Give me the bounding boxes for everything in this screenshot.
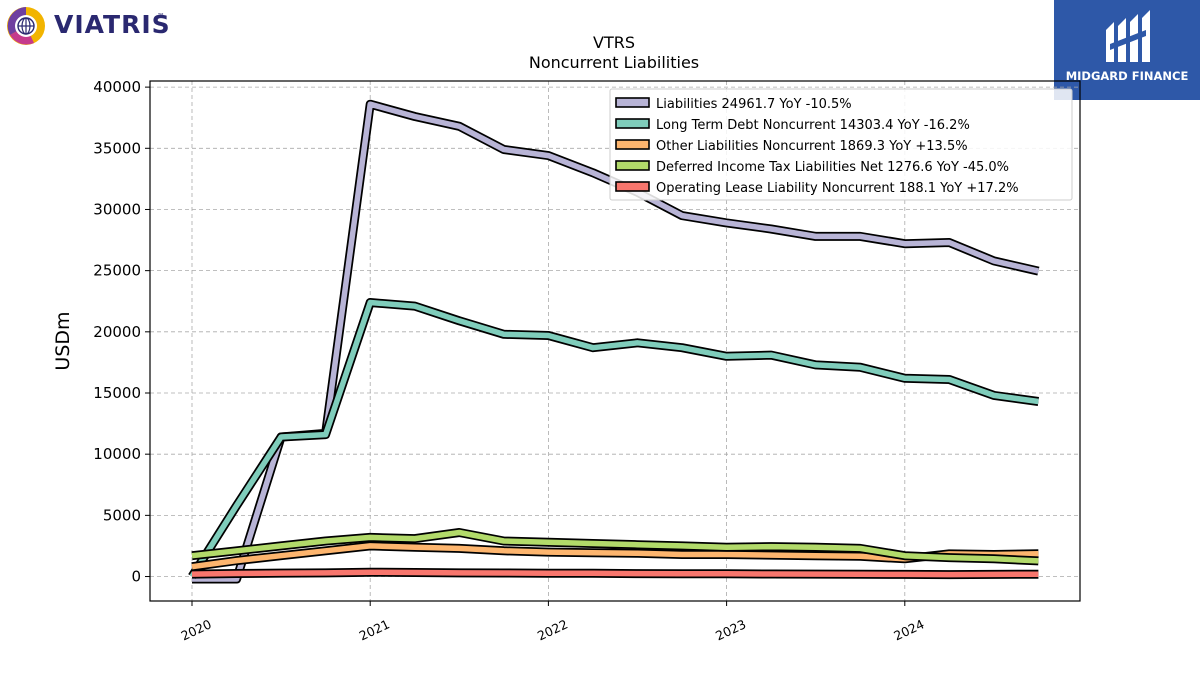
y-tick-label: 25000 bbox=[93, 262, 141, 280]
x-tick-label: 2023 bbox=[713, 616, 748, 643]
series-deferred_tax-line bbox=[191, 529, 1039, 564]
viatris-globe-icon bbox=[7, 7, 45, 45]
series-long_term_debt-line bbox=[189, 299, 1039, 578]
y-tick-label: 30000 bbox=[93, 200, 141, 218]
x-tick-label: 2020 bbox=[179, 616, 214, 643]
legend-swatch-long_term_debt bbox=[615, 118, 650, 129]
viatris-trademark: ™ bbox=[157, 12, 165, 21]
y-axis: 0 5000 10000 15000 20000 25000 30000 35000 40000 bbox=[93, 78, 150, 586]
legend-swatch-liabilities bbox=[615, 97, 650, 108]
midgard-finance-logo: MIDGARD FINANCE bbox=[1054, 0, 1200, 100]
legend-box bbox=[609, 88, 1073, 201]
midgard-monogram-icon bbox=[1106, 10, 1150, 62]
legend-swatch-deferred_tax bbox=[615, 160, 650, 171]
chart-title: VTRS bbox=[593, 33, 635, 52]
y-tick-label: 5000 bbox=[103, 506, 141, 524]
legend-swatch-operating_lease bbox=[615, 181, 650, 192]
legend-label-long_term_debt: Long Term Debt Noncurrent 14303.4 YoY -1… bbox=[656, 118, 970, 133]
series-operating_lease-line bbox=[191, 569, 1039, 578]
x-tick-label: 2022 bbox=[535, 616, 570, 643]
legend: Liabilities 24961.7 YoY -10.5% Long Term … bbox=[609, 88, 1073, 201]
series-deferred_tax bbox=[191, 528, 1039, 566]
x-tick-label: 2021 bbox=[357, 616, 392, 643]
viatris-logo: VIATRIS ™ bbox=[4, 4, 174, 48]
y-tick-label: 10000 bbox=[93, 445, 141, 463]
viatris-logo-text: VIATRIS bbox=[54, 10, 171, 39]
x-tick-label: 2024 bbox=[891, 616, 926, 643]
x-axis: 2020 2021 2022 2023 2024 bbox=[179, 601, 927, 643]
y-tick-label: 40000 bbox=[93, 78, 141, 96]
legend-label-deferred_tax: Deferred Income Tax Liabilities Net 1276… bbox=[656, 160, 1009, 175]
plot-frame bbox=[149, 80, 1081, 602]
midgard-logo-text: MIDGARD FINANCE bbox=[1065, 69, 1189, 83]
y-tick-label: 0 bbox=[131, 568, 141, 586]
y-tick-label: 35000 bbox=[93, 139, 141, 157]
legend-label-other_liabilities: Other Liabilities Noncurrent 1869.3 YoY … bbox=[656, 139, 968, 154]
legend-swatch-other_liabilities bbox=[615, 139, 650, 150]
y-axis-label: USDm bbox=[52, 311, 74, 370]
series-long_term_debt bbox=[188, 298, 1040, 579]
legend-label-operating_lease: Operating Lease Liability Noncurrent 188… bbox=[656, 181, 1019, 196]
chart-subtitle: Noncurrent Liabilities bbox=[529, 53, 699, 72]
y-tick-label: 20000 bbox=[93, 323, 141, 341]
series-operating_lease bbox=[191, 567, 1039, 580]
legend-label-liabilities: Liabilities 24961.7 YoY -10.5% bbox=[656, 97, 852, 112]
y-tick-label: 15000 bbox=[93, 384, 141, 402]
